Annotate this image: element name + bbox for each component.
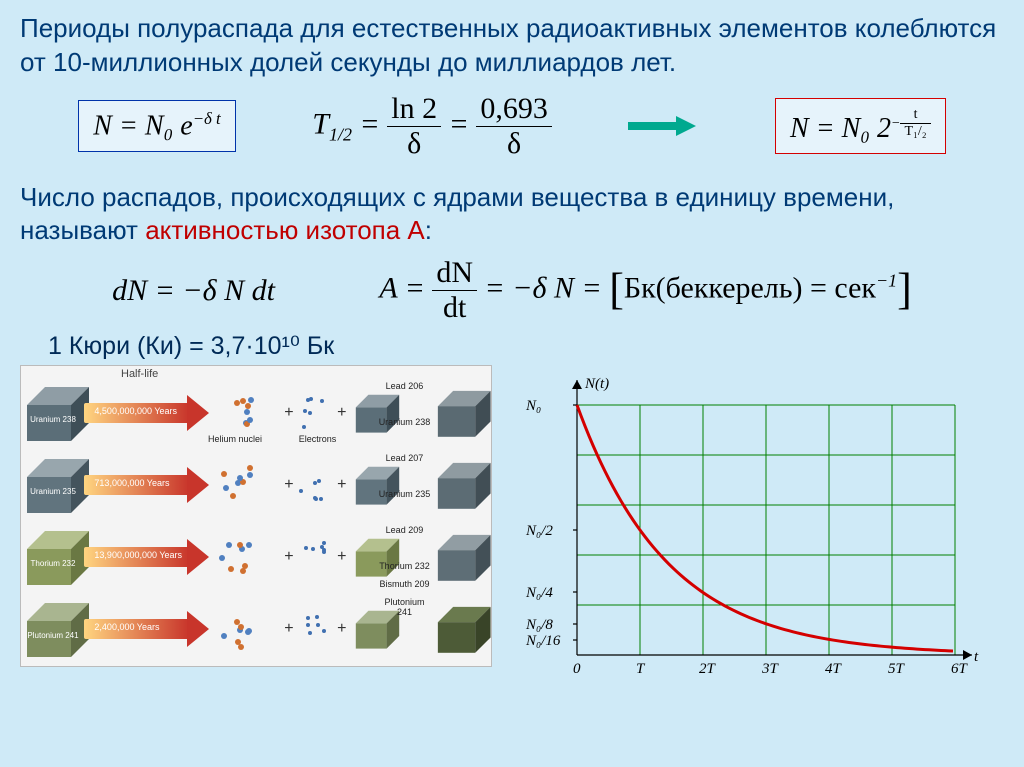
svg-text:N₀/4: N₀/4 [525, 585, 553, 601]
particles-icon [213, 604, 282, 654]
intermediate-cube: Lead 207 Uranium 235 [348, 459, 427, 511]
formula-halflife: T1/2 = ln 2δ = 0,693δ [312, 92, 552, 161]
svg-text:N(t): N(t) [584, 376, 609, 392]
halflife-row: Uranium 238 4,500,000,000 Years Helium n… [21, 378, 491, 448]
highlight-activity: активностью изотопа A [145, 215, 425, 245]
end-cube [437, 535, 481, 579]
intro-paragraph: Периоды полураспада для естественных рад… [0, 0, 1024, 84]
svg-text:N₀/16: N₀/16 [525, 633, 561, 649]
plus-icon: + [284, 404, 293, 422]
electrons-icon [296, 604, 336, 654]
decay-arrow: 2,400,000 Years [84, 614, 213, 644]
formula-dn: dN = −δ N dt [112, 274, 275, 308]
svg-text:N₀: N₀ [525, 398, 541, 414]
svg-text:0: 0 [573, 661, 581, 677]
svg-text:N₀/2: N₀/2 [525, 523, 553, 539]
formula-row-2: dN = −δ N dt A = dNdt = −δ N = [Бк(бекке… [0, 252, 1024, 329]
svg-text:T: T [636, 661, 646, 677]
svg-text:4T: 4T [825, 661, 843, 677]
particles-icon [213, 460, 282, 510]
svg-text:3T: 3T [761, 661, 780, 677]
start-cube: Uranium 238 [27, 387, 78, 439]
formula-decay-law: N = N₀ e−δ t [78, 100, 235, 151]
intermediate-cube: Lead 209 Thorium 232 Bismuth 209 [348, 531, 427, 583]
end-cube [437, 391, 481, 435]
plus-icon: + [284, 620, 293, 638]
formula-final: N = N₀ 2−tT₁/₂ [775, 98, 946, 154]
intermediate-cube: Lead 206 Uranium 238 [348, 387, 427, 439]
halflife-row: Plutonium 241 2,400,000 Years + + Pluton… [21, 594, 491, 664]
activity-paragraph: Число распадов, происходящих с ядрами ве… [0, 169, 1024, 253]
decay-arrow: 4,500,000,000 Years [84, 398, 213, 428]
decay-chart: 0 T 2T 3T 4T 5T 6T N₀ N₀/2 N₀/4 N₀/8N₀/16 N(t) t [522, 365, 992, 685]
end-cube [437, 607, 481, 651]
svg-text:N₀/8: N₀/8 [525, 617, 553, 633]
svg-text:t: t [974, 649, 979, 665]
formula-text: N = N₀ e [93, 111, 192, 142]
svg-text:6T: 6T [951, 661, 969, 677]
halflife-diagram: Half-life Uranium 238 4,500,000,000 Year… [20, 365, 492, 667]
start-cube: Uranium 235 [27, 459, 78, 511]
formula-row-1: N = N₀ e−δ t T1/2 = ln 2δ = 0,693δ N = N… [0, 84, 1024, 169]
end-cube [437, 463, 481, 507]
electrons-icon [296, 532, 336, 582]
plus-icon: + [337, 620, 346, 638]
formula-activity: A = dNdt = −δ N = [Бк(беккерель) = сек−1… [379, 256, 912, 325]
particles-icon: Helium nuclei [213, 388, 282, 438]
arrow-icon [628, 119, 698, 133]
decay-arrow: 13,900,000,000 Years [84, 542, 213, 572]
plus-icon: + [284, 548, 293, 566]
svg-text:2T: 2T [699, 661, 717, 677]
particles-icon [213, 532, 282, 582]
electrons-icon: Electrons [296, 388, 336, 438]
halflife-row: Uranium 235 713,000,000 Years + + Lead 2… [21, 450, 491, 520]
electrons-icon [296, 460, 336, 510]
start-cube: Plutonium 241 [27, 603, 78, 655]
plus-icon: + [284, 476, 293, 494]
svg-text:5T: 5T [888, 661, 906, 677]
intermediate-cube: Plutonium 241 [348, 603, 427, 655]
curie-conversion: 1 Кюри (Ки) = 3,7·10¹⁰ Бк [0, 329, 1024, 365]
plus-icon: + [337, 548, 346, 566]
plus-icon: + [337, 476, 346, 494]
halflife-row: Thorium 232 13,900,000,000 Years + + Lea… [21, 522, 491, 592]
decay-arrow: 713,000,000 Years [84, 470, 213, 500]
start-cube: Thorium 232 [27, 531, 78, 583]
plus-icon: + [337, 404, 346, 422]
